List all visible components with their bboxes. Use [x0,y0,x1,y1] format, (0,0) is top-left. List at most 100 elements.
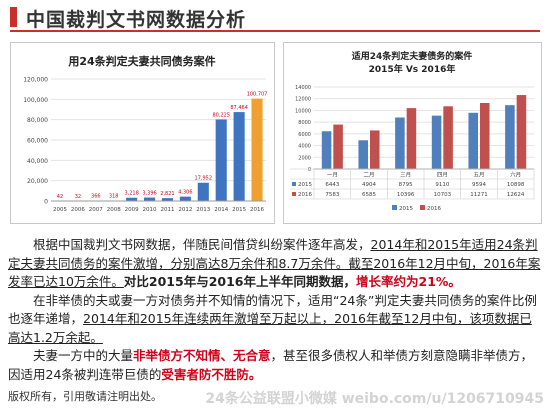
paragraph-2: 在非举债的夫或妻一方对债务并不知情的情况下，适用“24条”判定夫妻共同债务的案件… [8,292,544,348]
chart1-ytick-label: 40,000 [27,158,48,165]
p2-increase: 2014年和2015年连续两年激增至万起以上，2016年截至12月中旬，该项数据… [8,311,532,345]
chart2-legend-label: 2016 [427,206,441,212]
chart2-ytick-label: 4000 [298,144,311,150]
chart2-table-key [292,182,296,186]
chart1-bar [179,196,191,201]
chart2-xtick-label: 一月 [327,172,338,179]
chart2-table-series-name: 2015 [298,182,312,188]
chart1-xtick-label: 2015 [232,207,246,213]
chart1-ytick-label: 80,000 [27,117,48,124]
paragraph-3: 夫妻一方中的大量非举债方不知情、无合意，甚至很多债权人和举债方刻意隐瞒非举债方，… [8,347,544,384]
chart2-ytick-label: 14000 [295,85,311,91]
chart2-table-value: 7583 [325,192,339,198]
chart1-ytick-label: 100,000 [23,97,48,104]
chart2-table-value: 9594 [472,182,486,188]
chart1-bar [126,197,138,201]
chart1-data-label: 42 [57,194,63,200]
chart2-bar [443,106,453,169]
chart2-title: 适用24条判定夫妻债务的案件 [352,50,473,62]
annual-cases-chart-svg: 用24条判定夫妻共同债务案件 0 20,000 40,000 60,000 80,000 1… [23,54,268,213]
chart2-table-value: 10898 [507,182,525,188]
chart1-ytick-label: 120,000 [23,77,48,84]
chart2-legend-swatch [392,205,397,210]
chart2-xtick-label: 二月 [363,172,374,179]
title-accent-bar [10,7,17,27]
chart2-table-series-name: 2016 [298,192,312,198]
chart2-ytick-label: 10000 [295,108,311,114]
chart2-table-value: 8795 [399,182,413,188]
chart2-ytick-label: 12000 [295,97,311,103]
p1-growth-rate: 增长率约为21%。 [356,274,461,289]
chart2-xtick-label: 六月 [510,171,521,179]
chart1-data-label: 32 [75,194,81,200]
annual-cases-chart: 用24条判定夫妻共同债务案件 0 20,000 40,000 60,000 80,000 1… [10,42,275,224]
chart1-bar [143,197,156,201]
chart2-table-key [292,192,296,196]
chart2-bar [395,117,405,169]
chart1-xtick-label: 2014 [214,207,228,213]
chart1-xtick-label: 2013 [196,207,210,213]
chart1-data-label: 3,396 [142,191,156,197]
chart2-table-value: 9110 [435,182,449,188]
title-underline [10,30,540,32]
chart2-table-value: 6585 [362,192,376,198]
chart1-data-label: 3,218 [124,191,138,197]
p1-compare: 对比2015年与2016年上半年同期数据， [123,274,356,289]
chart1-data-label: 87,464 [230,105,248,111]
chart2-ytick-label: 0 [308,167,311,173]
chart1-data-label: 100,707 [247,92,268,98]
chart2-bar [480,102,490,169]
p1-surge: 2014年和2015年适用24条判定夫妻共同债务的案件激增，分别高达8万余件和8… [8,237,541,289]
chart2-bar [468,112,478,169]
chart2-bar [333,124,343,169]
chart2-bar [321,131,332,169]
paragraph-1: 根据中国裁判文书网数据，伴随民间借贷纠纷案件逐年高发，2014年和2015年适用… [8,236,544,292]
chart1-bar [161,198,174,201]
chart1-bar [233,112,245,201]
chart1-data-label: 318 [109,194,119,200]
chart2-table-value: 12624 [507,192,525,198]
chart1-bar [197,182,209,201]
chart1-xtick-label: 2012 [178,207,192,213]
chart1-xtick-label: 2005 [53,207,67,213]
chart1-xtick-label: 2008 [107,207,121,213]
chart2-ytick-label: 6000 [298,132,311,138]
chart2-table-value: 11271 [470,192,488,198]
chart2-legend-swatch [420,205,425,210]
header: 中国裁判文书网数据分析 [0,0,550,32]
chart1-xtick-label: 2007 [89,207,103,213]
chart1-xtick-label: 2011 [160,207,174,213]
chart1-title: 用24条判定夫妻共同债务案件 [68,54,215,68]
chart2-bar [358,140,368,169]
chart1-data-label: 4,306 [178,190,192,196]
chart2-subtitle: 2015年 Vs 2016年 [369,63,456,75]
p2-intro: 在非举债的夫或妻一方对债务并不知情的情况下，适用“24条”判定夫妻共同债务的案件… [8,292,537,327]
p3-a: 夫妻一方中的大量 [33,348,134,363]
chart2-xtick-label: 三月 [400,172,411,179]
chart2-table-value: 6443 [325,182,339,188]
chart1-bar [215,119,227,201]
chart2-bar [505,105,515,169]
chart1-xtick-label: 2009 [125,207,139,213]
analysis-text: 根据中国裁判文书网数据，伴随民间借贷纠纷案件逐年高发，2014年和2015年适用… [8,236,544,384]
chart2-bar [516,95,527,169]
chart1-ytick-label: 20,000 [27,178,48,185]
chart2-bar [370,130,380,169]
chart1-xtick-label: 2010 [143,207,157,213]
chart2-ytick-label: 2000 [298,155,311,161]
page-title: 中国裁判文书网数据分析 [26,9,247,31]
p3-victims: 受害者防不胜防。 [161,366,262,382]
copyright-footer: 版权所有，引用敬请注明出处。 [8,390,162,403]
p1-intro: 根据中国裁判文书网数据，伴随民间借贷纠纷案件逐年高发， [33,237,371,252]
monthly-comparison-chart: 适用24条判定夫妻债务的案件 2015年 Vs 2016年 0 2000 4000 600… [283,42,542,224]
chart2-bar [431,115,442,169]
chart1-data-label: 17,952 [195,176,213,182]
p3-unaware: 非举债方不知情、无合意 [133,348,271,363]
chart1-data-label: 366 [91,194,101,200]
watermark: 24条公益联盟小微媒 weibo.com/u/1206710945 [205,391,544,407]
chart2-xtick-label: 五月 [473,172,484,179]
chart1-data-label: 2,821 [160,191,174,197]
chart2-table-value: 10396 [397,192,415,198]
chart1-bar [251,98,263,201]
